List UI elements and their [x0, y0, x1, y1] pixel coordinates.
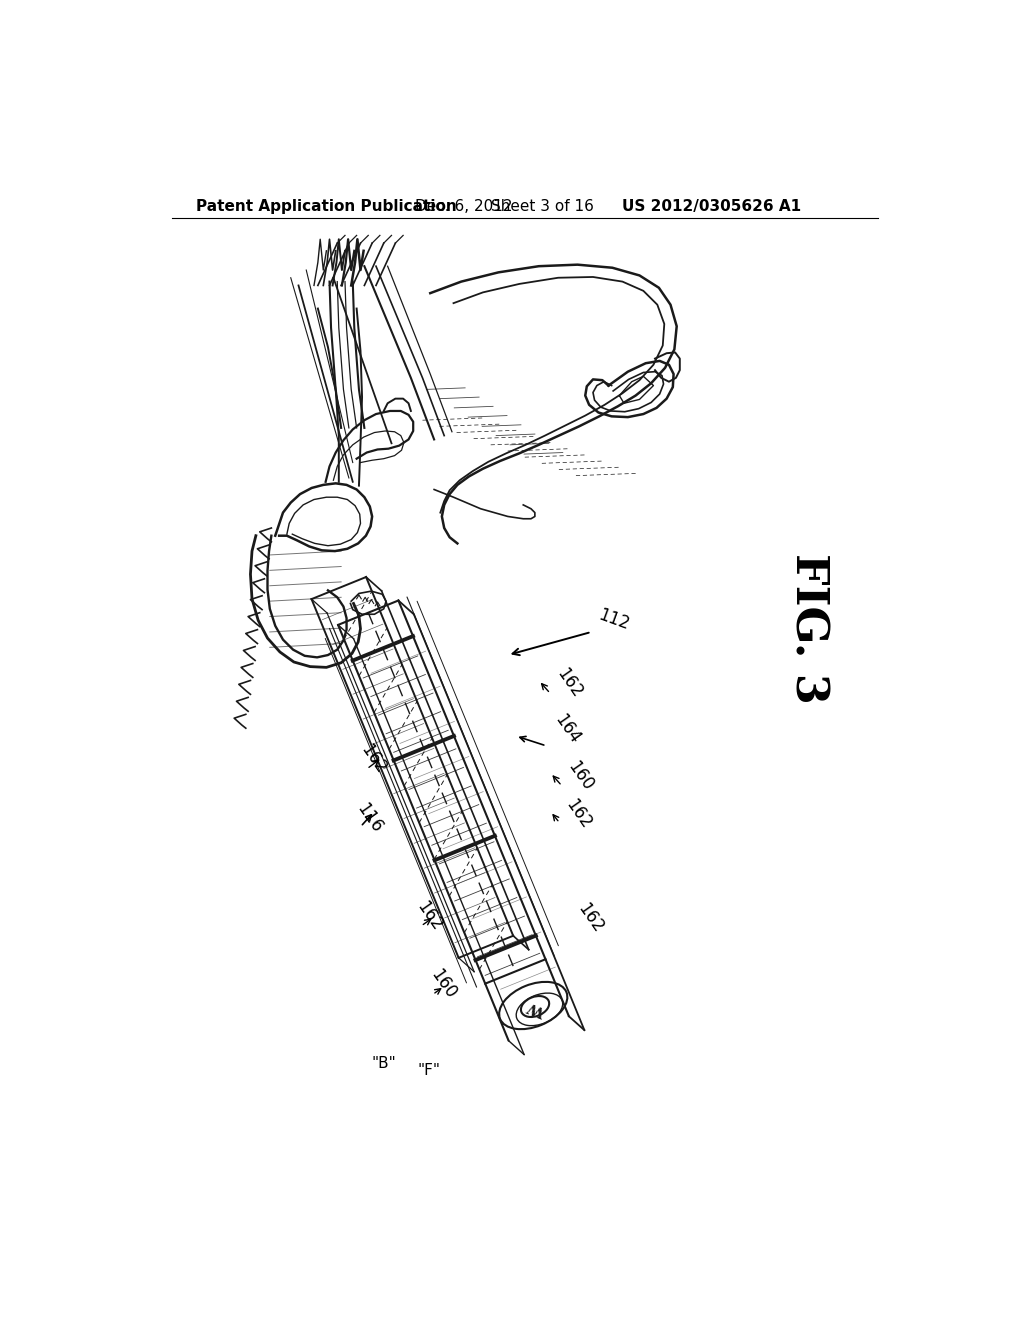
Text: 162: 162	[562, 796, 595, 833]
Text: 162: 162	[356, 741, 389, 777]
Text: US 2012/0305626 A1: US 2012/0305626 A1	[623, 198, 802, 214]
Text: Sheet 3 of 16: Sheet 3 of 16	[490, 198, 594, 214]
Text: 116: 116	[352, 800, 386, 836]
Text: Dec. 6, 2012: Dec. 6, 2012	[415, 198, 512, 214]
Text: "F": "F"	[417, 1064, 440, 1078]
Text: 164: 164	[550, 711, 584, 747]
Text: FIG. 3: FIG. 3	[787, 553, 829, 704]
Text: 162: 162	[414, 898, 446, 935]
Text: 112: 112	[595, 606, 632, 634]
Text: "B": "B"	[372, 1056, 396, 1071]
Text: Patent Application Publication: Patent Application Publication	[197, 198, 457, 214]
Text: 160: 160	[564, 758, 597, 793]
Text: 160: 160	[426, 965, 459, 1002]
Text: W: W	[526, 998, 548, 1018]
Text: 162: 162	[553, 665, 586, 701]
Text: 162: 162	[573, 900, 606, 936]
